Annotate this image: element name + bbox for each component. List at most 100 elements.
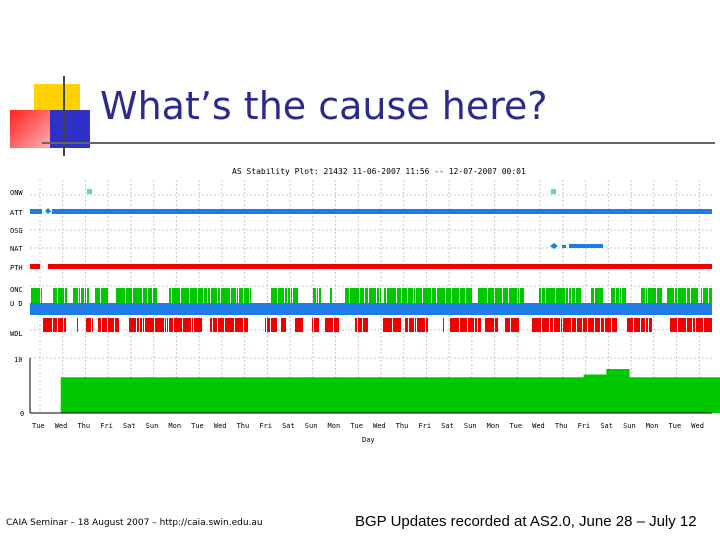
area-segment — [356, 377, 380, 413]
event-bar — [576, 288, 581, 303]
event-bar — [460, 288, 465, 303]
day-label: Sun — [305, 422, 318, 430]
event-bar — [532, 318, 541, 332]
event-bar — [350, 288, 359, 303]
day-label: Wed — [214, 422, 227, 430]
event-bar — [239, 288, 243, 303]
event-bar — [363, 318, 368, 332]
day-label: Thu — [555, 422, 568, 430]
event-bar — [295, 318, 303, 332]
event-bar — [250, 288, 251, 303]
day-labels: Tue Wed Thu Fri Sat Sun Mon Tue Wed Thu Fri Sat Sun M… — [32, 422, 704, 430]
day-label: Sun — [623, 422, 636, 430]
row-label-pth: PTH — [10, 264, 23, 272]
area-segment — [333, 377, 357, 413]
event-bar — [194, 318, 202, 332]
event-bar — [416, 288, 422, 303]
event-bar — [145, 318, 154, 332]
row-label-ud: U D — [10, 300, 23, 308]
event-bar — [620, 288, 621, 303]
event-bar — [601, 318, 604, 332]
event-bar — [314, 318, 319, 332]
event-bar — [687, 288, 690, 303]
area-segment — [560, 377, 585, 413]
event-bar — [503, 288, 508, 303]
event-bar — [317, 288, 318, 303]
area-segment — [447, 377, 471, 413]
horizontal-gridlines — [30, 194, 712, 359]
row-label-nat: NAT — [10, 245, 23, 253]
area-segment — [379, 377, 403, 413]
event-bar — [221, 288, 230, 303]
day-label: Wed — [532, 422, 545, 430]
area-segment — [288, 377, 312, 413]
event-bar — [605, 318, 611, 332]
event-bar — [271, 288, 277, 303]
event-bar — [641, 318, 645, 332]
event-bar — [443, 318, 444, 332]
event-bar — [616, 288, 619, 303]
event-bar — [485, 318, 494, 332]
event-bar — [550, 318, 553, 332]
event-bar — [155, 318, 164, 332]
event-bar — [518, 288, 519, 303]
event-bar — [709, 288, 712, 303]
day-label: Sat — [441, 422, 454, 430]
y-tick-0: 0 — [20, 410, 24, 418]
event-bar — [169, 288, 171, 303]
event-bar — [133, 288, 142, 303]
event-bar — [627, 318, 633, 332]
event-bar — [466, 288, 472, 303]
event-bar — [291, 288, 292, 303]
area-segment — [197, 377, 221, 413]
day-label: Thu — [396, 422, 409, 430]
event-bar — [143, 318, 144, 332]
event-bar — [475, 318, 477, 332]
area-segment — [629, 377, 653, 413]
event-bar — [211, 288, 217, 303]
row-label-att: ATT — [10, 209, 23, 217]
event-bar — [365, 288, 368, 303]
x-axis-label: Day — [362, 436, 375, 444]
event-bar — [426, 318, 428, 332]
onw-marker-1 — [87, 189, 92, 194]
footer-left: CAIA Seminar – 18 August 2007 – http://c… — [6, 518, 263, 528]
day-label: Sat — [123, 422, 136, 430]
day-label: Tue — [350, 422, 363, 430]
area-segment — [469, 377, 494, 413]
event-bar — [622, 288, 626, 303]
update-count-area — [60, 369, 720, 413]
event-bar — [265, 318, 266, 332]
area-segment — [106, 377, 130, 413]
area-segment — [606, 369, 630, 413]
event-bar — [704, 318, 712, 332]
onc-events — [31, 288, 712, 303]
event-bar — [696, 318, 703, 332]
event-bar — [281, 318, 286, 332]
event-bar — [495, 288, 502, 303]
event-bar — [81, 288, 84, 303]
day-label: Sat — [600, 422, 613, 430]
row-label-wdl: WDL — [10, 330, 23, 338]
event-bar — [41, 288, 42, 303]
event-bar — [181, 288, 189, 303]
event-bar — [505, 318, 510, 332]
area-segment — [424, 377, 448, 413]
event-bar — [143, 288, 147, 303]
event-bar — [312, 318, 313, 332]
area-segment — [697, 377, 720, 413]
day-label: Sat — [282, 422, 295, 430]
area-segment — [128, 377, 153, 413]
event-bar — [701, 288, 702, 303]
event-bar — [355, 318, 357, 332]
event-bar — [58, 318, 63, 332]
event-bar — [183, 318, 191, 332]
day-label: Wed — [373, 422, 386, 430]
event-bar — [167, 318, 168, 332]
event-bar — [85, 288, 86, 303]
stability-plot: AS Stability Plot: 21432 11-06-2007 11:5… — [10, 167, 720, 444]
event-bar — [520, 288, 524, 303]
area-segment — [674, 377, 698, 413]
event-bar — [218, 318, 224, 332]
day-label: Tue — [32, 422, 45, 430]
